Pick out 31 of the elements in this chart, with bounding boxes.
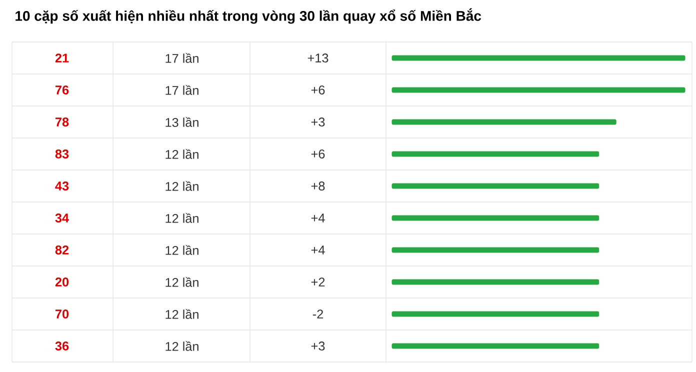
y-tick-label: 76 [56, 86, 69, 94]
y-tick-label: 34 [55, 214, 69, 222]
text: +3 [311, 118, 325, 126]
data-label: 12 lần [166, 309, 198, 319]
text: +13 [308, 54, 328, 62]
y-tick-label: 43 [55, 182, 69, 190]
y-tick-label: 83 [55, 150, 69, 158]
data-label: 12 lần [166, 277, 198, 287]
y-tick-label: 21 [55, 54, 69, 62]
text: +2 [311, 278, 325, 286]
data-label: 13 lần [166, 117, 198, 127]
text: +8 [311, 182, 325, 190]
y-tick-label: 78 [56, 118, 69, 126]
text: +3 [311, 342, 325, 350]
data-label: 17 lần [166, 85, 198, 95]
text: +6 [311, 86, 325, 94]
data-label: 12 lần [166, 149, 198, 159]
y-tick-label: 36 [55, 342, 69, 350]
data-label: 12 lần [166, 245, 198, 255]
text: 10 cặp số xuất hiện nhiều nhất trong vòng 30 lần quay xổ số Miền Bắc [16, 8, 482, 24]
data-label: 12 lần [166, 181, 198, 191]
text: +6 [311, 150, 325, 158]
text: +4 [311, 214, 325, 222]
data-label: 17 lần [166, 53, 198, 63]
y-tick-label: 20 [55, 278, 69, 286]
y-tick-label: 82 [55, 246, 69, 254]
data-label: 12 lần [166, 213, 198, 223]
y-tick-label: 70 [56, 310, 69, 318]
data-label: 12 lần [166, 341, 198, 351]
text: -2 [312, 310, 324, 318]
text: +4 [311, 246, 325, 254]
